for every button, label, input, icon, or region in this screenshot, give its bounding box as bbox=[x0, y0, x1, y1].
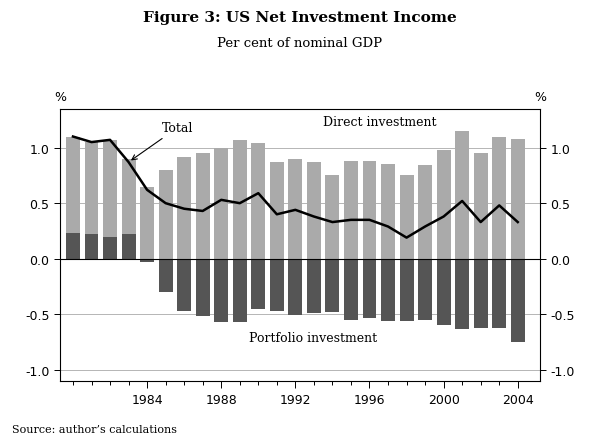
Bar bbox=[381, 165, 395, 259]
Bar bbox=[474, 154, 488, 259]
Text: Portfolio investment: Portfolio investment bbox=[249, 331, 377, 344]
Bar bbox=[492, 259, 506, 328]
Text: Direct investment: Direct investment bbox=[323, 116, 437, 129]
Bar bbox=[103, 141, 117, 259]
Bar bbox=[122, 235, 136, 259]
Bar bbox=[251, 144, 265, 259]
Bar bbox=[511, 139, 525, 259]
Bar bbox=[214, 259, 228, 322]
Bar bbox=[158, 259, 173, 293]
Bar bbox=[214, 148, 228, 259]
Bar bbox=[492, 137, 506, 259]
Bar bbox=[474, 259, 488, 328]
Bar bbox=[437, 151, 451, 259]
Bar bbox=[418, 166, 432, 259]
Bar bbox=[85, 143, 98, 259]
Bar bbox=[289, 259, 302, 316]
Bar bbox=[66, 233, 80, 259]
Bar bbox=[381, 259, 395, 321]
Bar bbox=[158, 170, 173, 259]
Bar bbox=[103, 237, 117, 259]
Text: Total: Total bbox=[132, 122, 193, 160]
Bar bbox=[196, 259, 209, 317]
Bar bbox=[307, 162, 321, 259]
Bar bbox=[400, 259, 413, 321]
Bar bbox=[289, 159, 302, 259]
Bar bbox=[66, 137, 80, 259]
Bar bbox=[344, 162, 358, 259]
Bar bbox=[177, 259, 191, 311]
Bar bbox=[362, 259, 376, 318]
Bar bbox=[437, 259, 451, 325]
Bar bbox=[270, 162, 284, 259]
Bar bbox=[325, 259, 340, 312]
Bar bbox=[325, 176, 340, 259]
Bar bbox=[251, 259, 265, 309]
Bar bbox=[233, 141, 247, 259]
Bar bbox=[400, 176, 413, 259]
Text: Per cent of nominal GDP: Per cent of nominal GDP bbox=[217, 37, 383, 50]
Bar bbox=[122, 159, 136, 259]
Text: %: % bbox=[54, 91, 66, 104]
Bar bbox=[270, 259, 284, 311]
Bar bbox=[233, 259, 247, 322]
Bar bbox=[455, 259, 469, 329]
Bar bbox=[140, 187, 154, 259]
Bar bbox=[140, 259, 154, 262]
Text: Source: author’s calculations: Source: author’s calculations bbox=[12, 424, 177, 434]
Bar bbox=[85, 235, 98, 259]
Bar bbox=[455, 132, 469, 259]
Bar bbox=[196, 154, 209, 259]
Text: %: % bbox=[534, 91, 546, 104]
Bar bbox=[362, 162, 376, 259]
Bar bbox=[418, 259, 432, 320]
Bar bbox=[307, 259, 321, 314]
Text: Figure 3: US Net Investment Income: Figure 3: US Net Investment Income bbox=[143, 11, 457, 25]
Bar bbox=[344, 259, 358, 320]
Bar bbox=[511, 259, 525, 342]
Bar bbox=[177, 157, 191, 259]
